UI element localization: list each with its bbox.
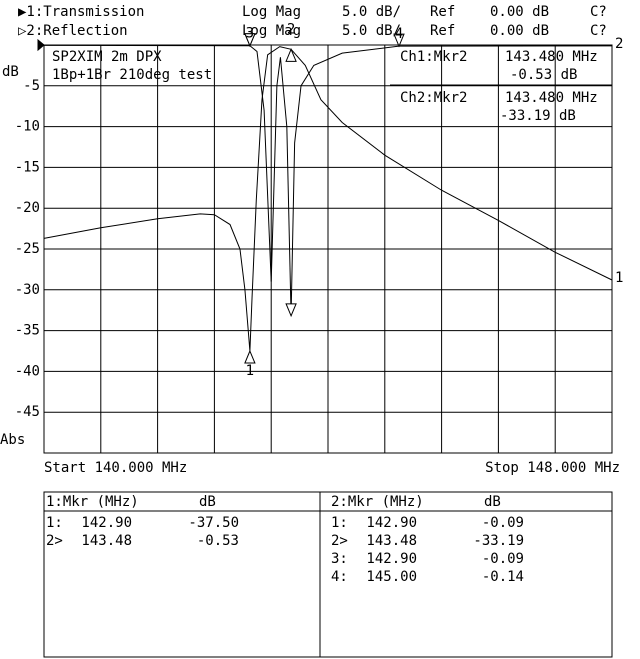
marker-table-frame [43, 491, 613, 658]
marker-tag: 4 [395, 26, 403, 42]
row-value: -0.53 [197, 533, 239, 549]
y-format: Abs [0, 432, 25, 448]
row-label: 1: [331, 515, 348, 531]
annotation: -0.53 dB [510, 67, 577, 83]
marker-tag: 3 [246, 26, 254, 42]
marker [244, 349, 256, 364]
row-freq: 142.90 [366, 551, 417, 567]
row-label: 2> [46, 533, 63, 549]
y-unit: dB [2, 64, 19, 80]
header-text: Ref [430, 23, 455, 39]
row-freq: 143.48 [81, 533, 132, 549]
row-label: 3: [331, 551, 348, 567]
row-value: -0.09 [482, 515, 524, 531]
header-text: 5.0 dB/ [342, 23, 401, 39]
trace-end-label: 2 [615, 36, 623, 52]
y-tick-label: -45 [15, 404, 40, 420]
marker [244, 33, 256, 48]
row-value: -0.09 [482, 551, 524, 567]
row-value: -33.19 [473, 533, 524, 549]
y-tick-label: -25 [15, 241, 40, 257]
table-title: 2:Mkr (MHz) [331, 494, 424, 510]
row-freq: 145.00 [366, 569, 417, 585]
marker-tag: 2 [287, 21, 295, 37]
row-label: 1: [46, 515, 63, 531]
row-value: -0.14 [482, 569, 524, 585]
start-label: Start 140.000 MHz [44, 460, 187, 476]
y-tick-label: -40 [15, 363, 40, 379]
header-text: 0.00 dB [490, 4, 549, 20]
annotation: -33.19 dB [500, 108, 576, 124]
stop-label: Stop 148.000 MHz [485, 460, 620, 476]
annotation: 143.480 MHz [505, 90, 598, 106]
ref-pointer [37, 38, 45, 52]
row-freq: 142.90 [81, 515, 132, 531]
header-text: Ref [430, 4, 455, 20]
annotation: Ch2:Mkr2 [400, 90, 467, 106]
row-label: 4: [331, 569, 348, 585]
row-freq: 143.48 [366, 533, 417, 549]
header-text: 0.00 dB [490, 23, 549, 39]
marker [285, 303, 297, 318]
table-unit: dB [199, 494, 216, 510]
table-unit: dB [484, 494, 501, 510]
trace [43, 44, 613, 316]
annotation: SP2XIM 2m DPX [52, 49, 162, 65]
marker [393, 33, 405, 48]
header-text: Log Mag [242, 23, 301, 39]
y-tick-label: -15 [15, 159, 40, 175]
y-tick-label: -10 [15, 119, 40, 135]
trace-end-label: 1 [615, 270, 623, 286]
annotation: 143.480 MHz [505, 49, 598, 65]
marker-tag: 1 [246, 363, 254, 379]
header-text: Log Mag [242, 4, 301, 20]
y-tick-label: -30 [15, 282, 40, 298]
header-text: ▶1:Transmission [18, 4, 144, 20]
trace [43, 46, 613, 352]
row-freq: 142.90 [366, 515, 417, 531]
y-tick-label: -20 [15, 200, 40, 216]
y-tick-label: -35 [15, 323, 40, 339]
marker [285, 48, 297, 62]
row-value: -37.50 [188, 515, 239, 531]
header-text: ▷2:Reflection [18, 23, 128, 39]
header-text: C? [590, 4, 607, 20]
annotation: 1Bp+1Br 210deg test [52, 67, 212, 83]
header-text: C? [590, 23, 607, 39]
header-text: 5.0 dB/ [342, 4, 401, 20]
table-title: 1:Mkr (MHz) [46, 494, 139, 510]
y-tick-label: -5 [23, 78, 40, 94]
row-label: 2> [331, 533, 348, 549]
annotation: Ch1:Mkr2 [400, 49, 467, 65]
